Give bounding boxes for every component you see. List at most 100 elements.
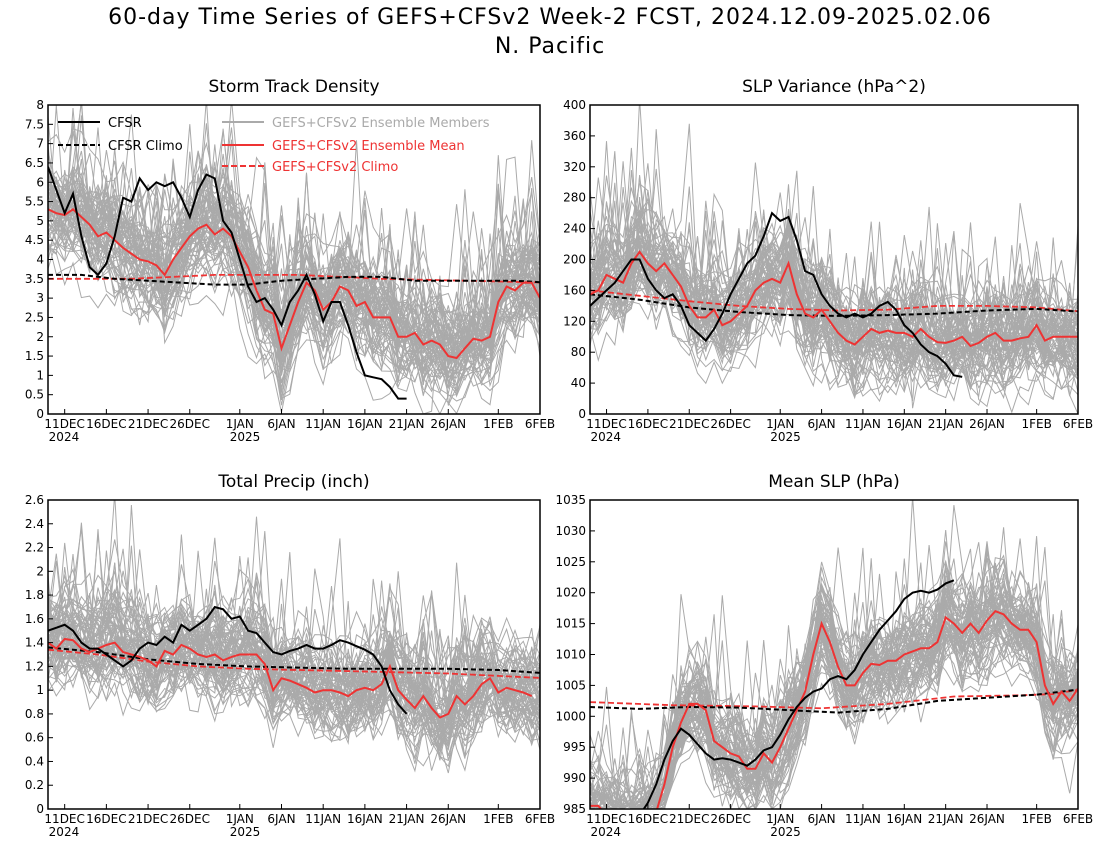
x-tick-year-label: 2024	[49, 825, 80, 839]
y-tick-label: 0.5	[25, 388, 44, 402]
x-tick-label: 11JAN	[305, 417, 341, 431]
ensemble-member-line	[48, 562, 540, 724]
y-tick-label: 0	[578, 407, 586, 421]
x-tick-label: 1JAN	[766, 417, 794, 431]
y-tick-label: 1015	[555, 617, 586, 631]
x-tick-label: 1JAN	[226, 812, 254, 826]
ensemble-member-line	[590, 170, 1078, 371]
ensemble-mean-line	[590, 250, 1078, 348]
ensemble-member-line	[48, 128, 540, 292]
chart-panel-4: Mean SLP (hPa) 985 990 995 1000 1005 1010 1015 1…	[555, 472, 1093, 839]
y-tick-label: 1.2	[25, 659, 44, 673]
ensemble-mean-line	[48, 208, 540, 360]
y-tick-label: 360	[563, 129, 586, 143]
y-tick-label: 1000	[555, 709, 586, 723]
ensemble-member-line	[590, 223, 1078, 380]
y-tick-label: 1010	[555, 648, 586, 662]
chart-panel-1: Storm Track Density 0 0.5 1 1.5 2 2.5 3 3.5 4 4.5 5…	[25, 77, 555, 444]
x-tick-label: 6FEB	[525, 812, 555, 826]
x-tick-year-label: 2024	[49, 430, 80, 444]
y-tick-label: 7	[36, 137, 44, 151]
x-tick-label: 6FEB	[1063, 417, 1093, 431]
ensemble-members	[48, 500, 540, 774]
legend-label-cfsr-climo: CFSR Climo	[108, 139, 183, 154]
x-tick-label: 11DEC	[586, 417, 626, 431]
panel-title: Mean SLP (hPa)	[768, 472, 900, 492]
y-tick-label: 7.5	[25, 117, 44, 131]
x-tick-label: 11DEC	[586, 812, 626, 826]
x-tick-label: 21JAN	[389, 417, 425, 431]
y-tick-label: 2.4	[25, 517, 44, 531]
x-tick-year-label: 2025	[230, 430, 261, 444]
x-tick-label: 16JAN	[347, 417, 383, 431]
x-tick-label: 6JAN	[267, 417, 295, 431]
y-tick-label: 1030	[555, 524, 586, 538]
ensemble-member-line	[48, 574, 540, 700]
legend-label-mean: GEFS+CFSv2 Ensemble Mean	[272, 139, 465, 154]
y-tick-label: 240	[563, 222, 586, 236]
ensemble-member-line	[590, 254, 1078, 394]
x-tick-year-label: 2024	[591, 430, 622, 444]
x-tick-label: 16JAN	[347, 812, 383, 826]
ensemble-member-line	[48, 545, 540, 761]
x-tick-label: 16JAN	[886, 812, 922, 826]
x-tick-label: 6JAN	[808, 417, 836, 431]
x-tick-label: 26DEC	[170, 812, 210, 826]
y-tick-label: 120	[563, 314, 586, 328]
ensemble-member-line	[590, 210, 1078, 406]
ensemble-member-line	[48, 177, 540, 383]
x-tick-label: 11JAN	[845, 417, 881, 431]
y-tick-label: 8	[36, 98, 44, 112]
x-tick-label: 1JAN	[766, 812, 794, 826]
ensemble-member-line	[48, 105, 540, 346]
legend-label-climo: GEFS+CFSv2 Climo	[272, 160, 398, 175]
y-tick-label: 2.5	[25, 310, 44, 324]
ensemble-member-line	[48, 161, 540, 386]
legend-label-cfsr: CFSR	[108, 116, 142, 131]
ensemble-member-line	[48, 580, 540, 710]
ensemble-member-line	[48, 591, 540, 768]
x-tick-label: 11DEC	[44, 417, 84, 431]
ensemble-member-line	[590, 175, 1078, 378]
y-tick-label: 0.2	[25, 778, 44, 792]
y-tick-label: 1	[36, 368, 44, 382]
y-tick-label: 6	[36, 175, 44, 189]
cfsr-climo-line	[590, 688, 1078, 714]
ensemble-member-line	[48, 116, 540, 398]
ensemble-member-line	[48, 567, 540, 702]
ensemble-member-line	[590, 548, 1078, 809]
cfsr-line	[48, 166, 407, 400]
y-tick-label: 995	[563, 740, 586, 754]
y-tick-label: 0	[36, 407, 44, 421]
page-title: 60-day Time Series of GEFS+CFSv2 Week-2 …	[108, 5, 992, 30]
x-tick-label: 1JAN	[226, 417, 254, 431]
x-tick-label: 1FEB	[483, 417, 513, 431]
cfsr-climo-line	[590, 293, 1078, 317]
x-tick-label: 16DEC	[628, 417, 668, 431]
ensemble-member-line	[590, 197, 1078, 398]
region-subtitle: N. Pacific	[494, 34, 606, 59]
y-tick-label: 160	[563, 283, 586, 297]
x-tick-label: 16DEC	[86, 417, 126, 431]
plot-frame	[47, 499, 541, 810]
y-tick-label: 400	[563, 98, 586, 112]
y-tick-label: 985	[563, 802, 586, 816]
ensemble-climo-line	[590, 289, 1078, 313]
x-tick-label: 16JAN	[886, 417, 922, 431]
ensemble-member-line	[48, 105, 540, 379]
cfsr-climo-line	[48, 646, 540, 674]
panel-title: SLP Variance (hPa^2)	[742, 77, 926, 97]
cfsr-line	[642, 579, 955, 809]
x-tick-label: 16DEC	[86, 812, 126, 826]
x-tick-label: 6FEB	[525, 417, 555, 431]
cfsr-line	[590, 211, 963, 378]
y-tick-label: 280	[563, 191, 586, 205]
ensemble-member-line	[590, 141, 1078, 366]
y-tick-label: 1.4	[25, 636, 44, 650]
y-tick-label: 4.5	[25, 233, 44, 247]
y-tick-label: 990	[563, 771, 586, 785]
panel-title: Storm Track Density	[208, 77, 379, 97]
ensemble-member-line	[48, 166, 540, 363]
y-tick-label: 5.5	[25, 195, 44, 209]
ensemble-members	[590, 500, 1078, 809]
